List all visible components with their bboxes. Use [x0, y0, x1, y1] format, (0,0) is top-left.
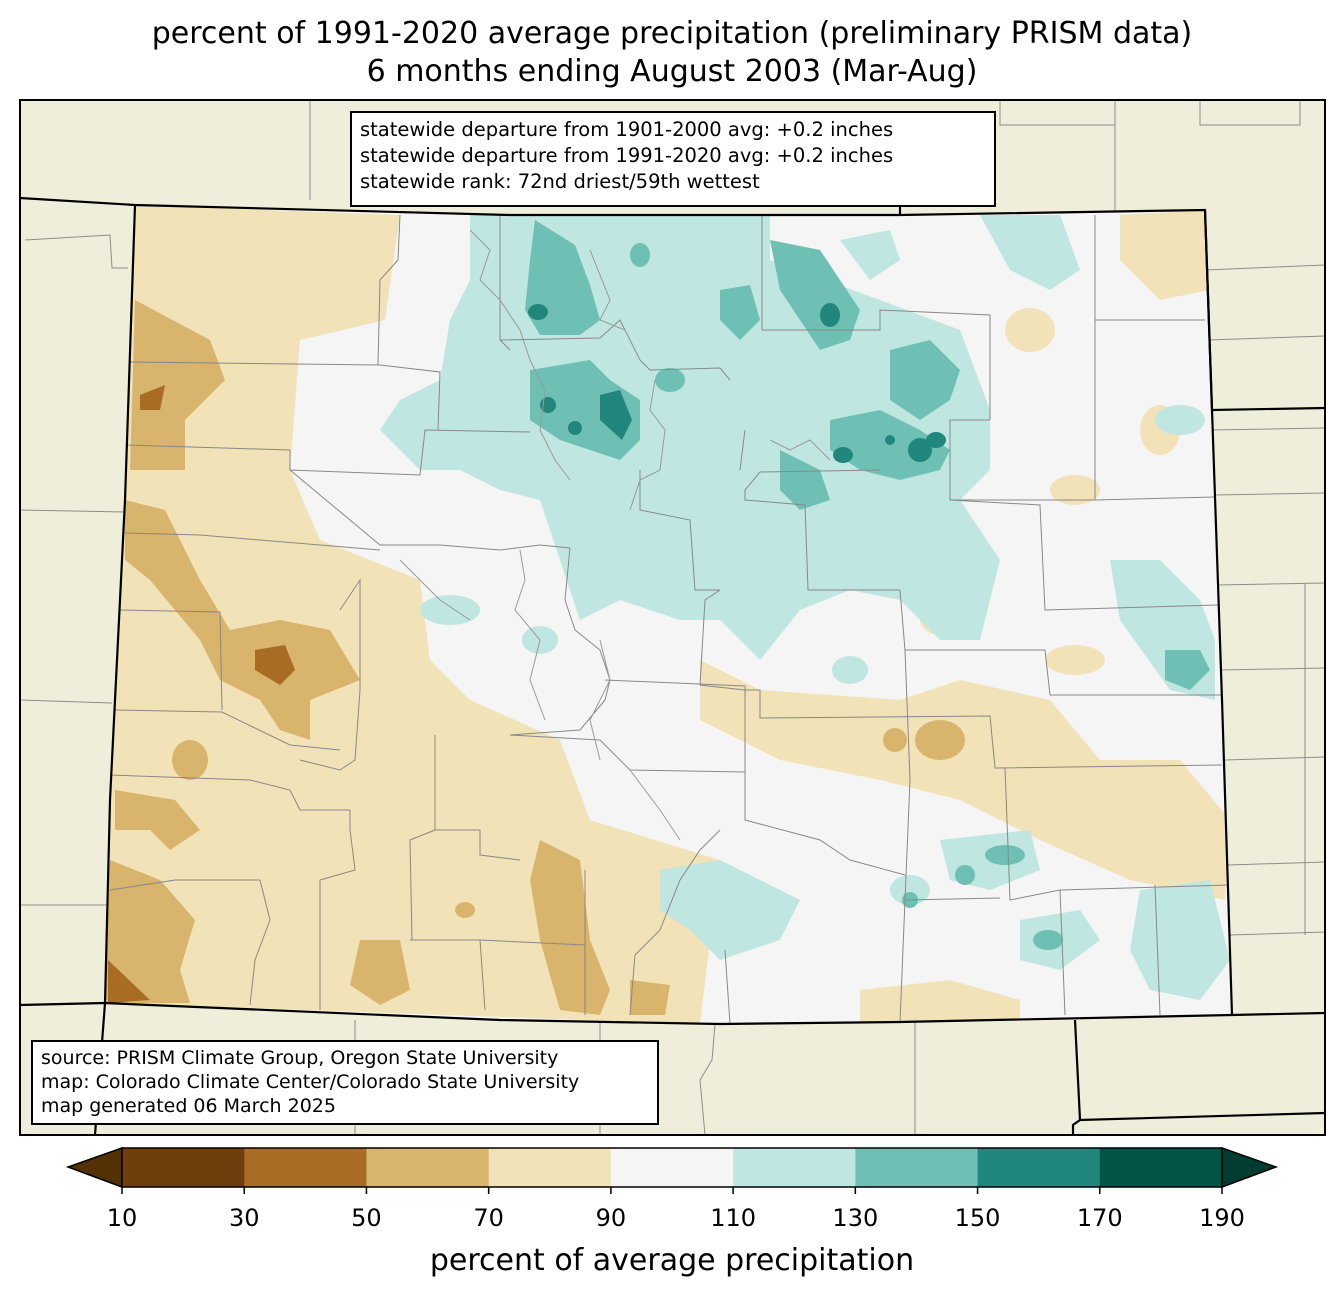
colorbar-tick-label: 110 — [710, 1204, 757, 1232]
colorbar-tick-label: 170 — [1076, 1204, 1123, 1232]
colorbar-segment — [488, 1148, 612, 1187]
colorbar-tick-label: 130 — [832, 1204, 879, 1232]
stats-rank: statewide rank: 72nd driest/59th wettest — [360, 170, 760, 193]
colorbar — [65, 1146, 1279, 1194]
map-frame — [19, 99, 1326, 1136]
colorbar-outline — [121, 1147, 1223, 1188]
colorbar-tick-label: 190 — [1199, 1204, 1245, 1232]
source-line: source: PRISM Climate Group, Oregon Stat… — [41, 1047, 559, 1069]
colorbar-tick-label: 10 — [106, 1204, 138, 1232]
colorbar-under-arrow — [65, 1146, 123, 1189]
rivers — [399, 229, 831, 841]
colorbar-tick-label: 90 — [595, 1204, 627, 1232]
map-subtitle: 6 months ending August 2003 (Mar-Aug) — [366, 54, 978, 89]
colorbar-tick-label: 150 — [954, 1204, 1001, 1232]
colorbar-segment — [977, 1148, 1101, 1187]
colorbar-segment — [733, 1148, 856, 1187]
colorbar-segment — [855, 1148, 979, 1187]
colorbar-over-arrow — [1221, 1146, 1279, 1189]
county-lines — [109, 214, 1231, 1024]
colorbar-tick-label: 50 — [351, 1204, 382, 1232]
colorbar-segment — [1099, 1148, 1223, 1187]
colorbar-segment — [366, 1148, 490, 1187]
generated-date-line: map generated 06 March 2025 — [41, 1095, 336, 1117]
map-credit-line: map: Colorado Climate Center/Colorado St… — [41, 1071, 580, 1093]
colorbar-segment — [244, 1148, 367, 1187]
statewide-stats-box: statewide departure from 1901-2000 avg: … — [350, 111, 996, 207]
colorbar-segment — [610, 1148, 734, 1187]
colorbar-label: percent of average precipitation — [429, 1243, 915, 1278]
stats-departure-1991: statewide departure from 1991-2020 avg: … — [360, 144, 894, 167]
source-box: source: PRISM Climate Group, Oregon Stat… — [31, 1040, 659, 1125]
colorbar-tick-label: 70 — [473, 1204, 504, 1232]
colorbar-segment — [122, 1148, 245, 1187]
stats-departure-1901: statewide departure from 1901-2000 avg: … — [360, 118, 894, 141]
map-title: percent of 1991-2020 average precipitati… — [151, 16, 1193, 51]
colorbar-tick-label: 30 — [228, 1204, 260, 1232]
